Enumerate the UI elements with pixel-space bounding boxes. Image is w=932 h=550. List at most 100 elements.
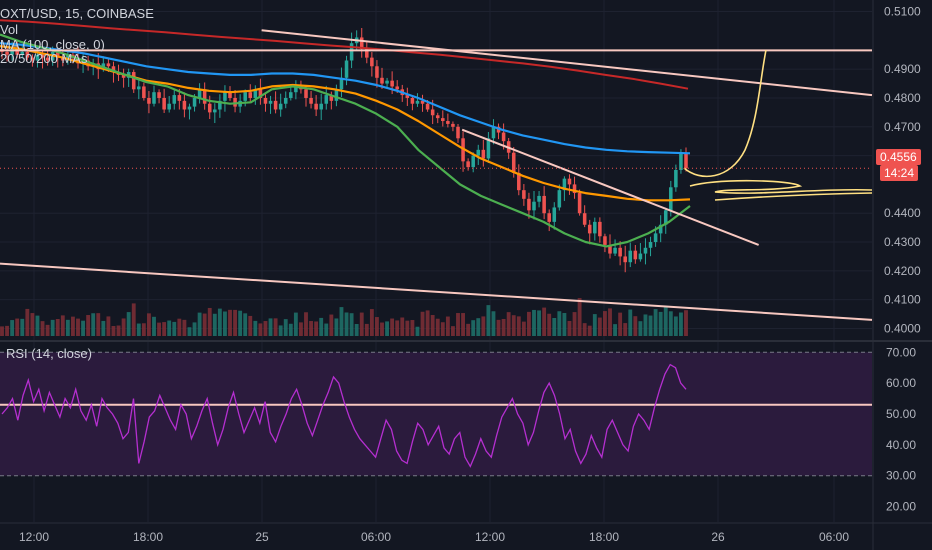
price-tick-label: 0.5100	[884, 5, 921, 19]
countdown-tag: 14:24	[880, 165, 919, 181]
volume-bar	[339, 307, 344, 336]
volume-bar	[516, 316, 521, 336]
volume-bar	[481, 316, 486, 336]
volume-bar	[81, 320, 85, 336]
rsi-tick-label: 40.00	[886, 438, 916, 452]
volume-bar	[430, 315, 435, 336]
volume-bar	[10, 320, 15, 336]
candle-body	[567, 178, 572, 185]
candle-body	[669, 187, 673, 211]
time-tick-label: 18:00	[589, 530, 619, 544]
candle-body	[157, 92, 161, 98]
candle-body	[420, 100, 425, 104]
volume-bar	[55, 318, 60, 336]
candle-body	[395, 86, 399, 90]
volume-bar	[577, 298, 582, 336]
candle-body	[61, 57, 65, 61]
ma-indicator-label[interactable]: MA (100, close, 0)	[0, 37, 105, 52]
volume-bar	[466, 323, 471, 336]
volume-bar	[0, 326, 4, 336]
candle-body	[218, 100, 222, 110]
volume-bar	[50, 319, 55, 336]
candle-body	[182, 100, 187, 110]
volume-bar	[673, 316, 678, 336]
volume-bar	[562, 313, 567, 336]
candle-body	[501, 132, 506, 142]
price-tick-label: 0.4100	[884, 293, 921, 307]
volume-bar	[223, 311, 227, 336]
volume-bar	[319, 317, 324, 336]
volume-bar	[197, 312, 202, 336]
volume-bar	[597, 317, 602, 336]
candle-body	[663, 210, 668, 225]
candle-body	[334, 89, 339, 101]
candle-body	[572, 184, 577, 194]
candle-body	[66, 54, 70, 61]
candle-body	[243, 92, 247, 101]
candle-body	[446, 121, 450, 124]
freehand-drawings[interactable]	[683, 49, 873, 201]
volume-bar	[451, 326, 455, 336]
volume-bar	[592, 314, 597, 336]
volume-bar	[273, 318, 278, 336]
volume-bar	[293, 312, 298, 336]
rsi-tick-label: 70.00	[886, 345, 916, 359]
volume-bar	[582, 323, 587, 336]
volume-bar	[445, 316, 450, 336]
volume-bar	[415, 326, 420, 336]
candle-body	[638, 253, 643, 260]
candle-body	[582, 213, 587, 225]
volume-bar	[349, 313, 354, 336]
symbol-title[interactable]: OXT/USD, 15, COINBASE	[0, 6, 154, 21]
candle-body	[339, 77, 344, 90]
candle-body	[385, 80, 389, 84]
candle-body	[466, 161, 470, 168]
volume-bar	[668, 311, 673, 336]
candle-body	[613, 247, 617, 254]
volume-bar	[96, 313, 101, 336]
time-tick-label: 12:00	[19, 530, 49, 544]
volume-bar	[410, 320, 415, 336]
candle-body	[471, 155, 475, 168]
candle-body	[486, 138, 491, 159]
volume-bar	[233, 309, 237, 336]
volume-bar	[557, 311, 562, 336]
volume-bar	[101, 320, 106, 336]
ma100-line	[0, 42, 691, 155]
volume-bar	[40, 321, 45, 336]
candle-body	[375, 66, 379, 78]
volume-bar	[511, 315, 516, 336]
candle-body	[213, 109, 217, 113]
candles[interactable]	[0, 28, 688, 273]
last-price-tag: 0.4556	[876, 149, 921, 165]
candle-body	[628, 250, 633, 263]
candle-body	[593, 221, 597, 234]
candle-body	[76, 57, 80, 64]
candle-body	[258, 89, 263, 98]
volume-bar	[157, 322, 161, 336]
candle-body	[623, 256, 627, 263]
candle-body	[263, 97, 268, 104]
candle-body	[415, 100, 420, 104]
rsi-indicator-label[interactable]: RSI (14, close)	[6, 346, 92, 361]
candle-body	[537, 195, 541, 202]
trendlines[interactable]	[0, 29, 873, 321]
candle-body	[248, 92, 253, 98]
mas-indicator-label[interactable]: 20/50/200 MAs	[0, 51, 88, 66]
volume-indicator-label[interactable]: Vol	[0, 22, 19, 37]
volume-bar	[288, 323, 293, 336]
candle-body	[35, 54, 40, 61]
candle-body	[405, 95, 410, 98]
candle-body	[147, 97, 151, 104]
time-tick-label: 26	[711, 530, 725, 544]
volume-bar	[395, 320, 400, 336]
volume-bar	[121, 318, 126, 336]
candle-body	[121, 74, 126, 78]
price-tick-label: 0.4400	[884, 206, 921, 220]
candle-body	[253, 89, 258, 98]
candle-body	[20, 51, 25, 55]
volume-bar	[136, 323, 141, 336]
candle-body	[131, 72, 136, 90]
